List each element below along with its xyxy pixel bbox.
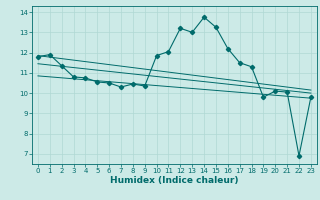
X-axis label: Humidex (Indice chaleur): Humidex (Indice chaleur) (110, 176, 239, 185)
